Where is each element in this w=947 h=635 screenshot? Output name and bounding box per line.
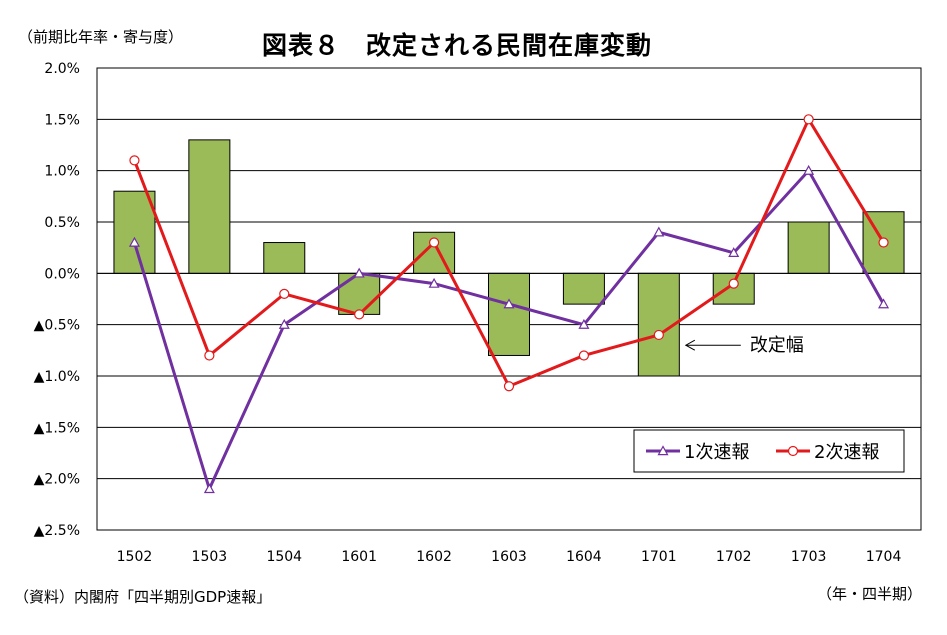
series-point xyxy=(653,329,664,341)
series-point xyxy=(578,350,590,361)
y-tick-label: 1.5% xyxy=(44,112,80,128)
y-tick-label: ▲2.0% xyxy=(34,472,80,488)
series-point xyxy=(578,318,590,329)
series-point xyxy=(428,277,440,288)
source-note: （資料）内閣府「四半期別GDP速報」 xyxy=(14,588,272,606)
series-point xyxy=(803,164,815,175)
x-tick-label: 1504 xyxy=(266,549,302,565)
bar xyxy=(562,272,605,305)
series-point xyxy=(503,298,515,309)
plot-border xyxy=(96,67,922,531)
series-point xyxy=(503,381,515,392)
y-tick-label: ▲1.5% xyxy=(34,420,80,436)
y-tick-label: ▲2.5% xyxy=(34,523,80,539)
x-tick-label: 1503 xyxy=(192,549,228,565)
legend-label: 2次速報 xyxy=(814,442,879,463)
x-tick-label: 1502 xyxy=(117,549,153,565)
y-tick-label: ▲1.0% xyxy=(34,369,80,385)
series-point xyxy=(428,237,440,248)
series-point xyxy=(278,318,290,329)
x-tick-label: 1601 xyxy=(341,549,377,565)
period-label: （年・四半期） xyxy=(816,585,922,603)
legend-marker xyxy=(787,445,799,457)
series-point xyxy=(129,155,140,166)
x-tick-label: 1701 xyxy=(641,549,677,565)
annotation-label: 改定幅 xyxy=(750,335,804,356)
series-point xyxy=(354,309,365,320)
series-point xyxy=(203,483,215,494)
bar xyxy=(113,190,156,274)
series-point xyxy=(353,267,365,278)
series-point xyxy=(128,236,140,247)
series-point xyxy=(279,288,290,299)
legend-marker xyxy=(657,445,669,456)
series-point xyxy=(728,247,740,257)
series-point xyxy=(728,278,739,289)
x-tick-label: 1704 xyxy=(866,549,902,565)
series-point xyxy=(204,350,215,361)
x-tick-label: 1703 xyxy=(791,549,827,565)
y-tick-label: ▲0.5% xyxy=(34,318,80,334)
y-tick-label: 0.5% xyxy=(44,215,80,231)
legend-label: 1次速報 xyxy=(684,442,749,463)
bar xyxy=(188,139,231,274)
series-point xyxy=(653,226,665,237)
annotation-arrowhead xyxy=(684,339,696,351)
x-tick-label: 1604 xyxy=(566,549,602,565)
x-tick-label: 1603 xyxy=(491,549,527,565)
x-tick-label: 1702 xyxy=(716,549,752,565)
unit-label: （前期比年率・寄与度） xyxy=(18,28,184,46)
series-point xyxy=(803,114,814,125)
bar xyxy=(263,242,306,274)
y-tick-label: 1.0% xyxy=(44,164,80,180)
series-point xyxy=(878,298,890,309)
x-tick-label: 1602 xyxy=(416,549,452,565)
bar xyxy=(488,272,530,356)
series-point xyxy=(878,237,889,248)
y-tick-label: 2.0% xyxy=(44,61,80,77)
chart-title: 図表８ 改定される民間在庫変動 xyxy=(262,31,653,60)
bar xyxy=(712,272,755,305)
y-tick-label: 0.0% xyxy=(44,266,80,282)
bar xyxy=(338,272,381,315)
bar xyxy=(787,221,830,274)
